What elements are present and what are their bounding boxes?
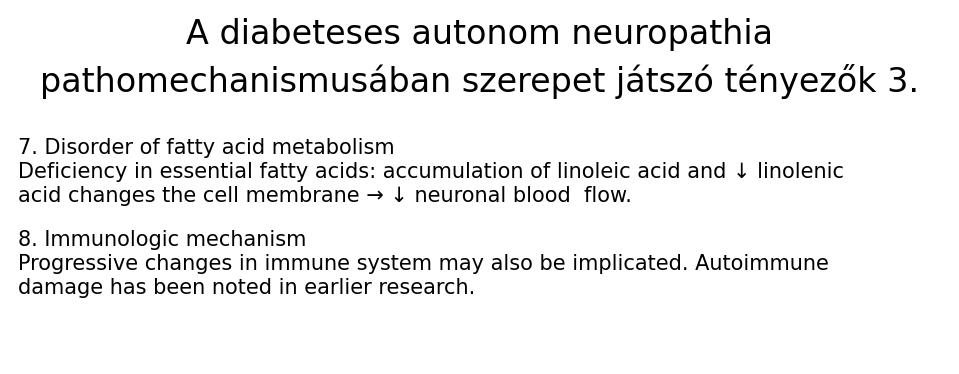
- Text: 8. Immunologic mechanism: 8. Immunologic mechanism: [18, 230, 306, 250]
- Text: Progressive changes in immune system may also be implicated. Autoimmune: Progressive changes in immune system may…: [18, 254, 829, 274]
- Text: Deficiency in essential fatty acids: accumulation of linoleic acid and ↓ linolen: Deficiency in essential fatty acids: acc…: [18, 162, 844, 182]
- Text: damage has been noted in earlier research.: damage has been noted in earlier researc…: [18, 278, 476, 298]
- Text: acid changes the cell membrane → ↓ neuronal blood  flow.: acid changes the cell membrane → ↓ neuro…: [18, 186, 632, 206]
- Text: 7. Disorder of fatty acid metabolism: 7. Disorder of fatty acid metabolism: [18, 138, 394, 158]
- Text: pathomechanismusában szerepet játszó tényezők 3.: pathomechanismusában szerepet játszó tén…: [40, 64, 919, 99]
- Text: A diabeteses autonom neuropathia: A diabeteses autonom neuropathia: [186, 18, 773, 51]
